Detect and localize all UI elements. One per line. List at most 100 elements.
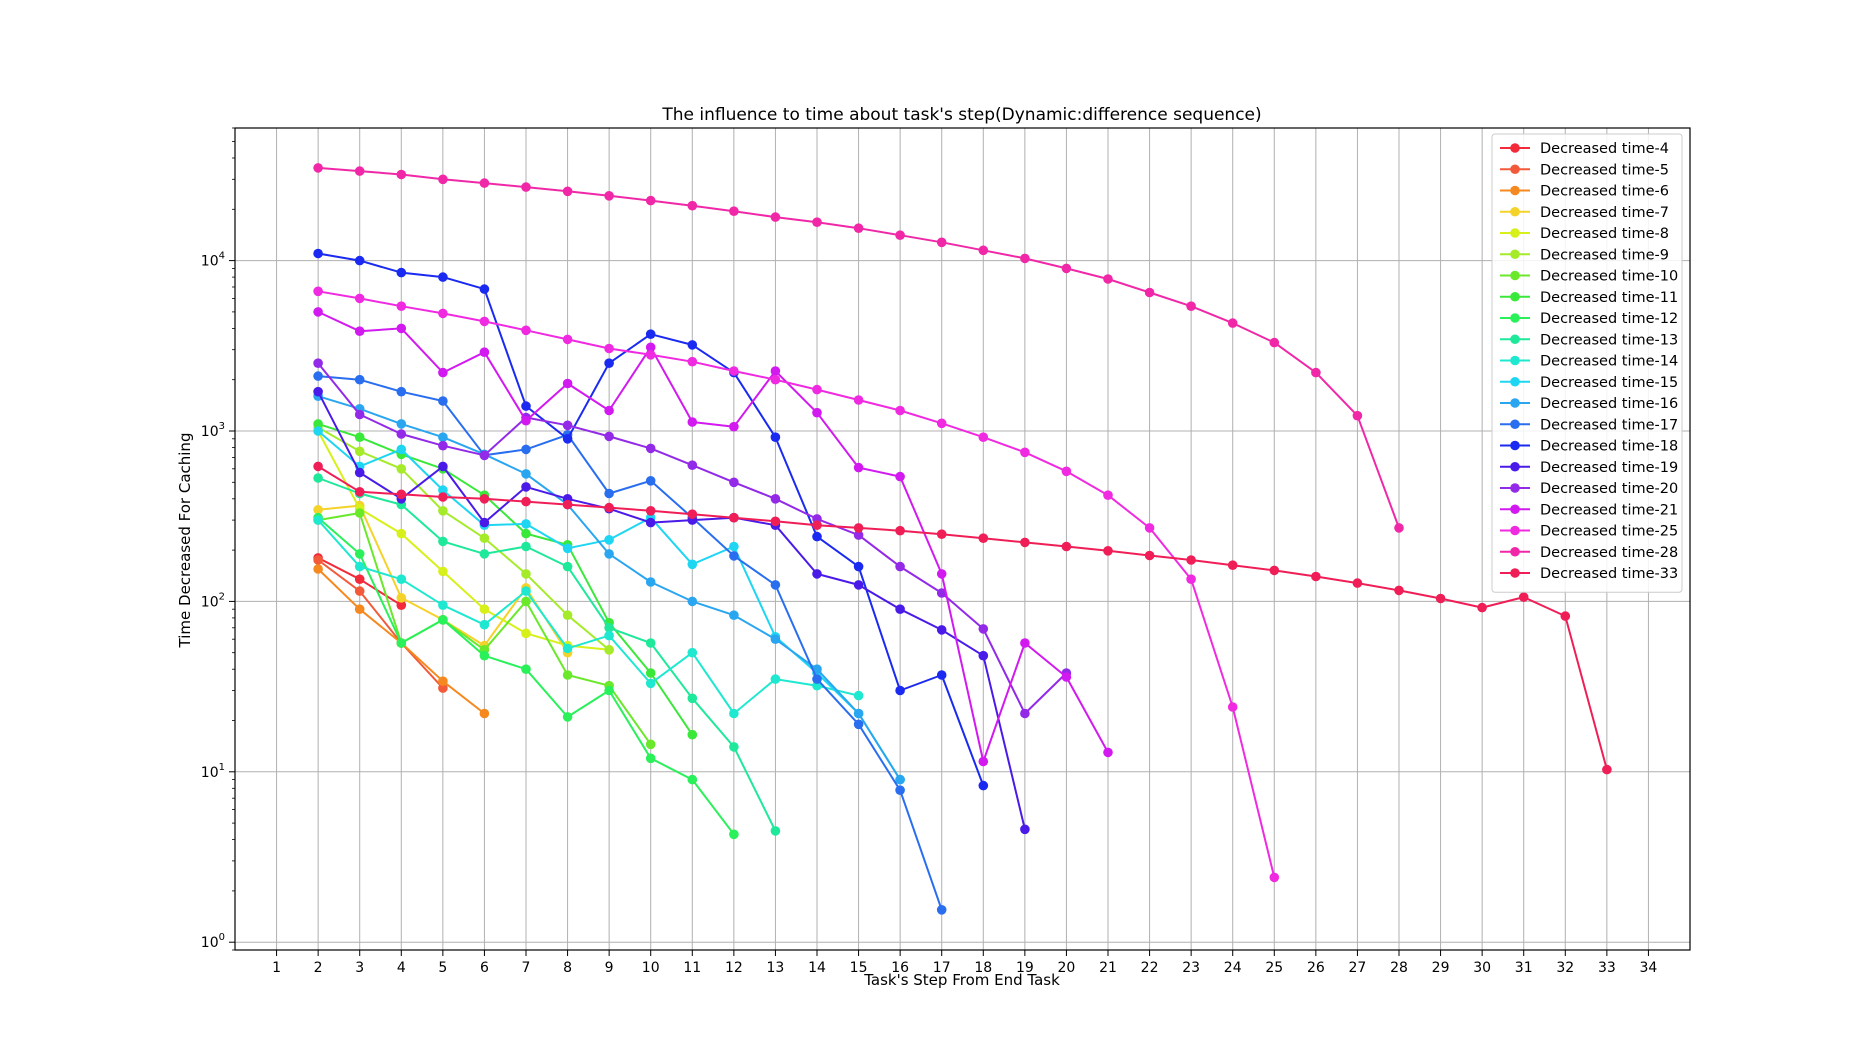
data-point — [604, 343, 614, 354]
data-point — [1020, 447, 1030, 458]
data-point — [1269, 565, 1280, 576]
data-point — [978, 533, 989, 543]
data-point — [313, 386, 323, 397]
data-point — [562, 186, 573, 197]
data-point — [438, 461, 448, 472]
data-point — [1227, 560, 1238, 570]
data-point — [562, 670, 573, 680]
data-point — [438, 536, 448, 547]
data-point — [396, 593, 407, 603]
data-point — [354, 255, 365, 266]
data-point — [1477, 602, 1487, 613]
data-point — [1186, 574, 1196, 584]
data-point — [687, 596, 698, 607]
x-tick-label: 21 — [1099, 960, 1117, 976]
data-point — [479, 708, 490, 719]
series-line — [317, 290, 1276, 878]
data-point — [645, 668, 656, 678]
series-line — [317, 391, 1026, 830]
data-point — [521, 569, 531, 579]
legend-label: Decreased time-16 — [1540, 396, 1678, 412]
data-point — [770, 634, 781, 644]
data-point — [396, 267, 407, 278]
data-point — [562, 643, 573, 654]
y-tick-base: 10 — [201, 935, 219, 951]
legend-label: Decreased time-11 — [1540, 290, 1678, 306]
legend-item: Decreased time-9 — [1500, 247, 1669, 263]
data-point — [313, 358, 323, 369]
data-point — [354, 549, 365, 559]
data-point — [936, 905, 947, 915]
data-point — [895, 525, 905, 536]
series-line — [317, 465, 1608, 770]
legend-label: Decreased time-33 — [1540, 566, 1678, 582]
data-point — [313, 515, 323, 525]
data-point — [687, 200, 698, 211]
x-tick-label: 27 — [1349, 960, 1367, 976]
data-point — [354, 574, 365, 584]
data-point — [895, 604, 905, 614]
data-point — [354, 166, 365, 176]
data-point — [812, 217, 822, 227]
series-line — [317, 559, 444, 689]
data-point — [1061, 263, 1072, 274]
legend-swatch-marker — [1510, 546, 1520, 557]
data-point — [729, 551, 739, 561]
legend-swatch-marker — [1510, 334, 1520, 345]
x-tick-label: 33 — [1598, 960, 1616, 976]
data-point — [895, 230, 905, 240]
x-tick-label: 1 — [272, 960, 281, 976]
data-point — [438, 506, 448, 516]
x-tick-label: 16 — [891, 960, 909, 976]
series-line — [317, 477, 777, 832]
y-tick-base: 10 — [201, 254, 219, 270]
legend: Decreased time-4 Decreased time-5 Decrease… — [1491, 133, 1683, 593]
series-line — [317, 426, 610, 651]
data-point — [936, 237, 947, 248]
data-point — [978, 756, 989, 767]
data-point — [770, 212, 781, 222]
data-point — [1602, 764, 1612, 775]
series-21 — [313, 461, 1612, 775]
data-point — [438, 272, 448, 282]
data-point — [354, 326, 365, 337]
legend-swatch-marker — [1510, 355, 1520, 366]
data-point — [479, 450, 490, 461]
data-point — [521, 586, 531, 596]
data-point — [978, 245, 989, 256]
data-point — [562, 420, 573, 431]
legend-item: Decreased time-18 — [1500, 439, 1678, 455]
data-point — [604, 645, 614, 655]
legend-swatch-marker — [1510, 483, 1520, 493]
x-tick-label: 8 — [563, 960, 572, 976]
data-point — [770, 374, 781, 385]
data-point — [479, 316, 490, 327]
data-point — [1144, 523, 1155, 533]
data-point — [604, 358, 614, 369]
series-line — [317, 310, 1109, 763]
y-tick-exponent: 0 — [219, 932, 225, 943]
data-point — [521, 444, 531, 455]
legend-item: Decreased time-21 — [1500, 502, 1678, 518]
y-tick-label: 102 — [201, 591, 225, 610]
data-point — [687, 774, 698, 785]
legend-label: Decreased time-10 — [1540, 269, 1678, 285]
x-tick-label: 2 — [314, 960, 323, 976]
x-tick-label: 22 — [1141, 960, 1159, 976]
data-point — [812, 531, 822, 542]
data-point — [687, 693, 698, 704]
data-point — [645, 577, 656, 587]
data-point — [354, 508, 365, 518]
data-point — [1394, 585, 1404, 596]
axis-ticks: 1 2 3 4 5 6 7 8 9 10 11 12 13 14 15 16 17 18 19 20 21 22 23 24 2… — [201, 127, 1657, 976]
legend-item: Decreased time-20 — [1500, 481, 1678, 497]
data-point — [396, 600, 407, 610]
data-point — [770, 826, 781, 836]
data-point — [396, 489, 407, 500]
data-point — [396, 638, 407, 648]
x-tick-label: 7 — [522, 960, 531, 976]
legend-label: Decreased time-8 — [1540, 226, 1669, 242]
data-point — [521, 482, 531, 492]
data-point — [438, 683, 448, 693]
legend-swatch-marker — [1510, 143, 1520, 153]
